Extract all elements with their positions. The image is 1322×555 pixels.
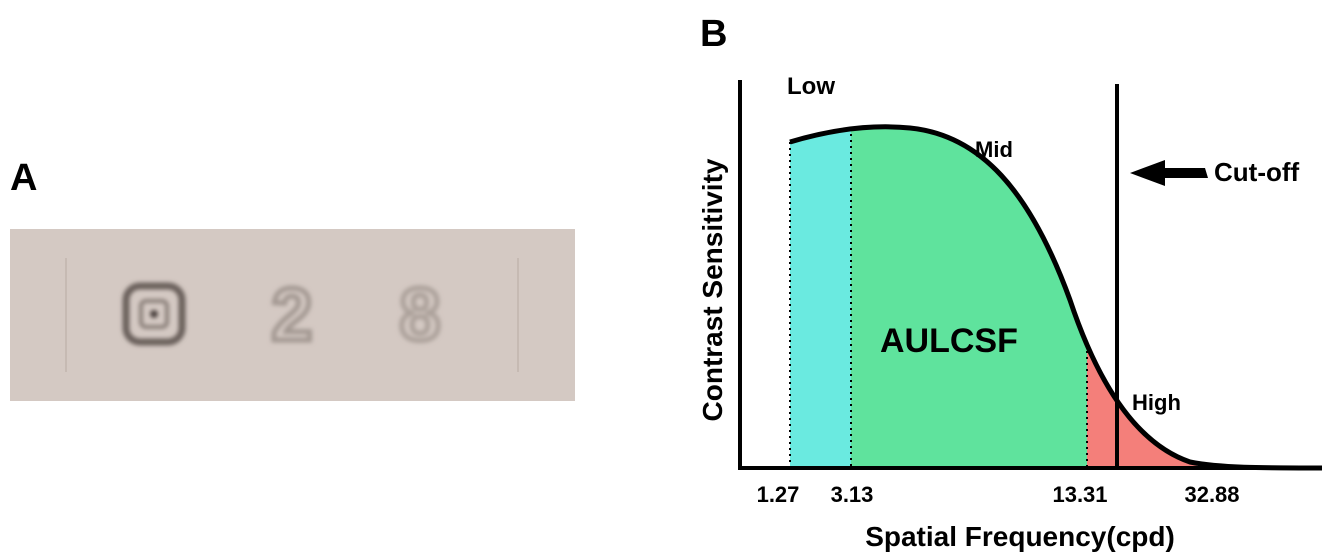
region-label: High [1132, 390, 1181, 415]
x-tick-label: 1.27 [757, 482, 800, 507]
figure: A 2 8 B Low Mid High AULCSF Cut-off 1.27… [0, 0, 1322, 555]
x-tick-label: 13.31 [1052, 482, 1107, 507]
low-region [790, 100, 851, 470]
digit: 2 [271, 273, 312, 356]
region-label: Mid [975, 137, 1013, 162]
digit: 8 [399, 273, 440, 356]
x-tick-label: 3.13 [831, 482, 874, 507]
y-axis-label: Contrast Sensitivity [697, 158, 728, 421]
x-tick-label: 32.88 [1184, 482, 1239, 507]
x-axis-label: Spatial Frequency(cpd) [865, 521, 1175, 552]
area-label: AULCSF [880, 322, 1018, 360]
panel-label: A [10, 157, 37, 199]
mid-region [851, 100, 1087, 470]
cutoff-label: Cut-off [1214, 157, 1300, 187]
panel-label: B [700, 13, 727, 55]
cutoff-arrow [1130, 160, 1208, 186]
region-label: Low [787, 73, 835, 100]
